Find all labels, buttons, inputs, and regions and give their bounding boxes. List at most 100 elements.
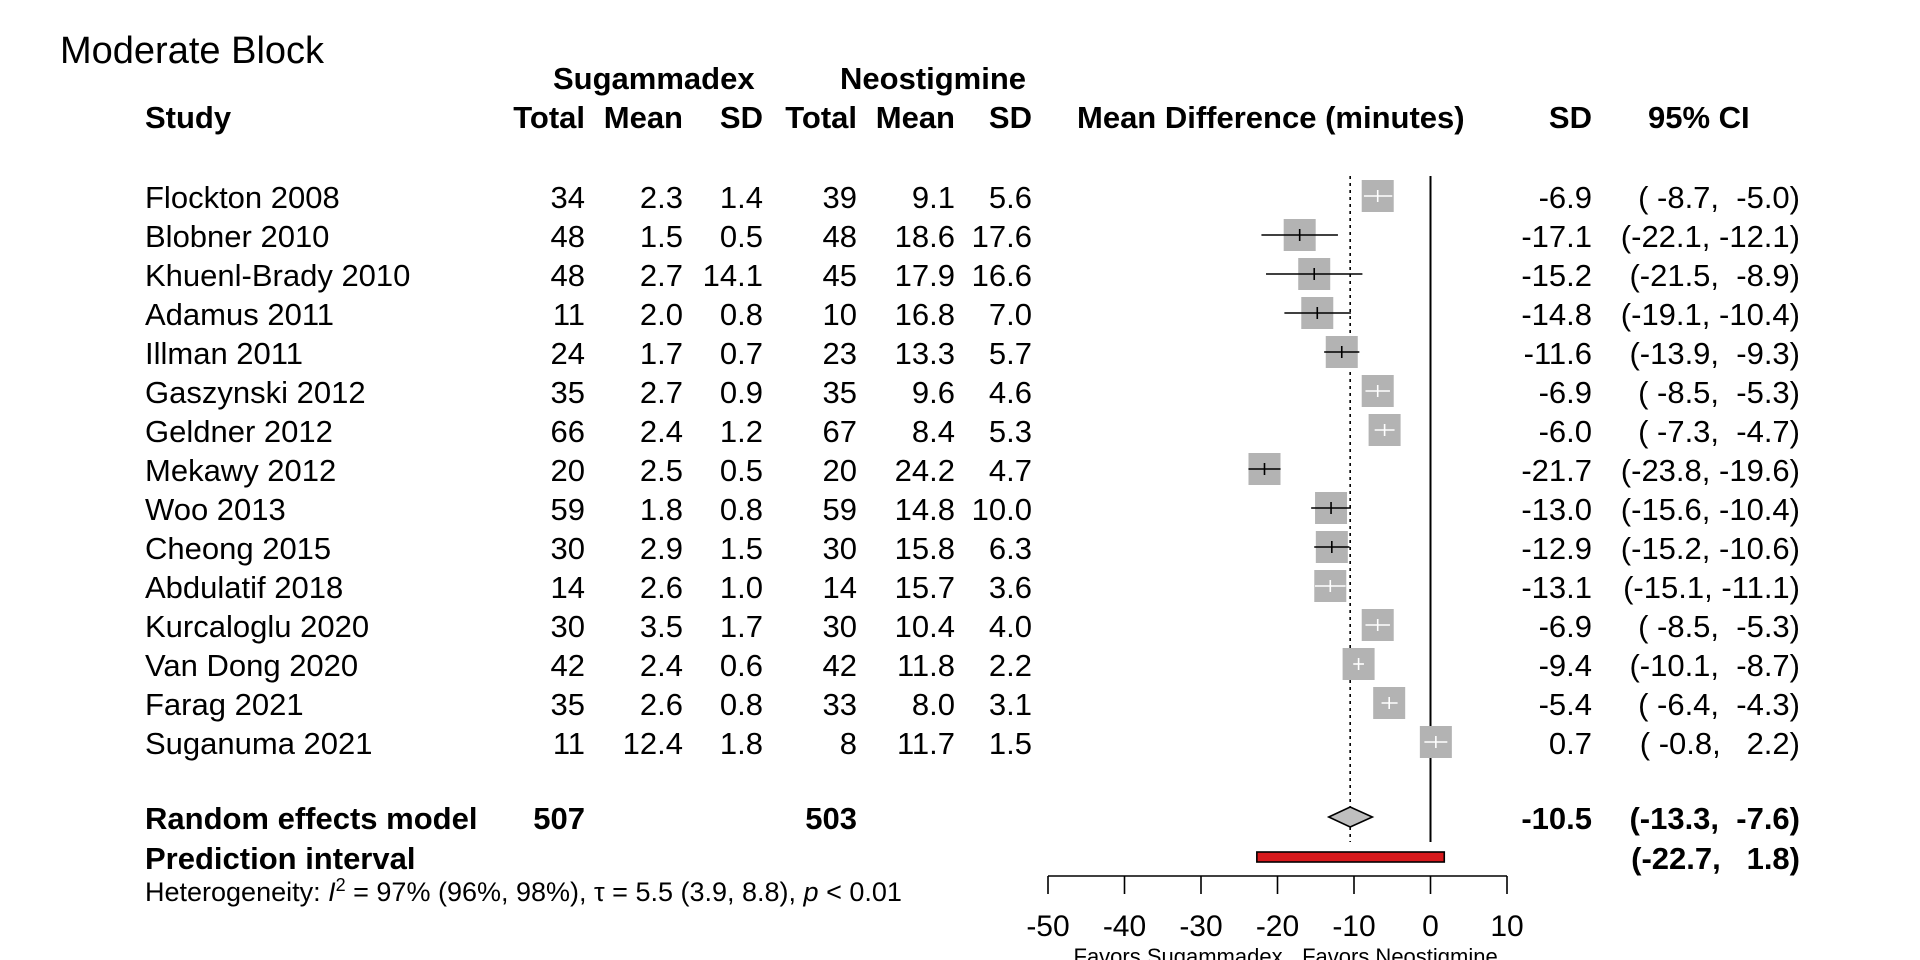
het-p-value: < 0.01 — [818, 877, 902, 907]
cell-mean-2: 8.4 — [911, 414, 955, 449]
study-label: Blobner 2010 — [145, 219, 330, 254]
cell-mean-1: 2.4 — [639, 414, 683, 449]
cell-mean-1: 2.7 — [639, 375, 683, 410]
cell-sd-2: 5.7 — [988, 336, 1032, 371]
cell-total-2: 33 — [822, 687, 857, 722]
cell-total-2: 14 — [822, 570, 857, 605]
cell-md: -17.1 — [1521, 219, 1592, 254]
cell-mean-2: 10.4 — [894, 609, 955, 644]
cell-total-1: 48 — [550, 258, 585, 293]
cell-ci: ( -8.5, -5.3) — [1638, 375, 1800, 410]
cell-md: -6.9 — [1538, 375, 1592, 410]
cell-total-2: 45 — [822, 258, 857, 293]
cell-sd-1: 1.4 — [719, 180, 763, 215]
study-label: Van Dong 2020 — [145, 648, 359, 683]
cell-total-1: 35 — [550, 375, 585, 410]
prediction-ci: (-22.7, 1.8) — [1631, 841, 1800, 876]
cell-ci: ( -8.7, -5.0) — [1638, 180, 1800, 215]
cell-sd-1: 1.5 — [719, 531, 763, 566]
cell-total-1: 42 — [550, 648, 585, 683]
cell-sd-2: 4.0 — [988, 609, 1032, 644]
cell-md: -6.9 — [1538, 180, 1592, 215]
pooled-ci: (-13.3, -7.6) — [1629, 801, 1800, 836]
cell-total-1: 66 — [550, 414, 585, 449]
cell-sd-1: 0.8 — [719, 297, 763, 332]
cell-ci: ( -0.8, 2.2) — [1639, 726, 1800, 761]
x-tick-label: -40 — [1103, 910, 1146, 943]
cell-sd-1: 0.7 — [719, 336, 763, 371]
col-header-sd: SD — [1548, 100, 1592, 135]
cell-total-2: 8 — [839, 726, 857, 761]
x-tick-label: -10 — [1332, 910, 1375, 943]
cell-total-2: 48 — [822, 219, 857, 254]
cell-mean-1: 12.4 — [622, 726, 683, 761]
cell-md: -5.4 — [1538, 687, 1592, 722]
axis-note-right: Favors Neostigmine — [1302, 944, 1498, 960]
axis-note-left: Favors Sugammadex — [1074, 944, 1283, 960]
cell-mean-2: 15.7 — [894, 570, 955, 605]
x-tick-label: 10 — [1490, 910, 1523, 943]
col-header-ci: 95% CI — [1648, 100, 1750, 135]
cell-sd-1: 1.0 — [719, 570, 763, 605]
cell-total-1: 11 — [552, 297, 585, 332]
cell-total-2: 42 — [822, 648, 857, 683]
cell-ci: (-10.1, -8.7) — [1629, 648, 1800, 683]
prediction-label: Prediction interval — [145, 841, 416, 876]
cell-ci: ( -6.4, -4.3) — [1638, 687, 1800, 722]
cell-total-1: 34 — [550, 180, 585, 215]
cell-total-2: 30 — [822, 609, 857, 644]
cell-ci: (-13.9, -9.3) — [1629, 336, 1800, 371]
cell-sd-2: 1.5 — [988, 726, 1032, 761]
cell-ci: ( -8.5, -5.3) — [1638, 609, 1800, 644]
cell-mean-1: 2.0 — [639, 297, 683, 332]
cell-mean-1: 2.7 — [639, 258, 683, 293]
col-header-sd-1: SD — [719, 100, 763, 135]
cell-total-1: 11 — [552, 726, 585, 761]
x-tick-label: -30 — [1179, 910, 1222, 943]
cell-sd-2: 7.0 — [988, 297, 1032, 332]
x-tick-label: -50 — [1026, 910, 1069, 943]
cell-total-1: 48 — [550, 219, 585, 254]
cell-ci: (-21.5, -8.9) — [1629, 258, 1800, 293]
cell-sd-1: 1.2 — [719, 414, 763, 449]
cell-ci: (-19.1, -10.4) — [1620, 297, 1800, 332]
cell-sd-2: 17.6 — [971, 219, 1032, 254]
study-label: Geldner 2012 — [145, 414, 333, 449]
cell-total-1: 30 — [550, 531, 585, 566]
study-label: Adamus 2011 — [145, 297, 334, 332]
pooled-diamond — [1326, 806, 1375, 828]
cell-sd-1: 1.7 — [719, 609, 763, 644]
col-header-study: Study — [145, 100, 232, 135]
cell-ci: (-23.8, -19.6) — [1620, 453, 1800, 488]
cell-total-1: 14 — [550, 570, 585, 605]
cell-mean-1: 2.9 — [639, 531, 683, 566]
cell-sd-2: 16.6 — [971, 258, 1032, 293]
cell-mean-2: 13.3 — [894, 336, 955, 371]
study-label: Cheong 2015 — [145, 531, 332, 566]
cell-md: -12.9 — [1521, 531, 1592, 566]
cell-total-2: 23 — [822, 336, 857, 371]
cell-ci: (-22.1, -12.1) — [1620, 219, 1800, 254]
cell-md: -11.6 — [1523, 336, 1592, 371]
study-label: Gaszynski 2012 — [145, 375, 366, 410]
cell-mean-2: 24.2 — [894, 453, 955, 488]
cell-md: -13.0 — [1521, 492, 1592, 527]
cell-sd-1: 0.6 — [719, 648, 763, 683]
col-header-total-1: Total — [513, 100, 585, 135]
col-header-mean-1: Mean — [603, 100, 683, 135]
cell-total-2: 20 — [822, 453, 857, 488]
het-i: I — [328, 877, 336, 907]
het-p: p — [803, 877, 819, 907]
cell-mean-2: 11.7 — [896, 726, 955, 761]
cell-mean-2: 9.1 — [911, 180, 955, 215]
cell-total-1: 59 — [550, 492, 585, 527]
cell-md: -6.9 — [1538, 609, 1592, 644]
cell-total-1: 35 — [550, 687, 585, 722]
study-label: Mekawy 2012 — [145, 453, 337, 488]
cell-mean-1: 2.6 — [639, 570, 683, 605]
cell-md: -6.0 — [1538, 414, 1592, 449]
cell-sd-2: 3.1 — [988, 687, 1032, 722]
cell-mean-1: 2.4 — [639, 648, 683, 683]
het-stats: = 97% (96%, 98%), τ = 5.5 (3.9, 8.8), — [345, 877, 804, 907]
